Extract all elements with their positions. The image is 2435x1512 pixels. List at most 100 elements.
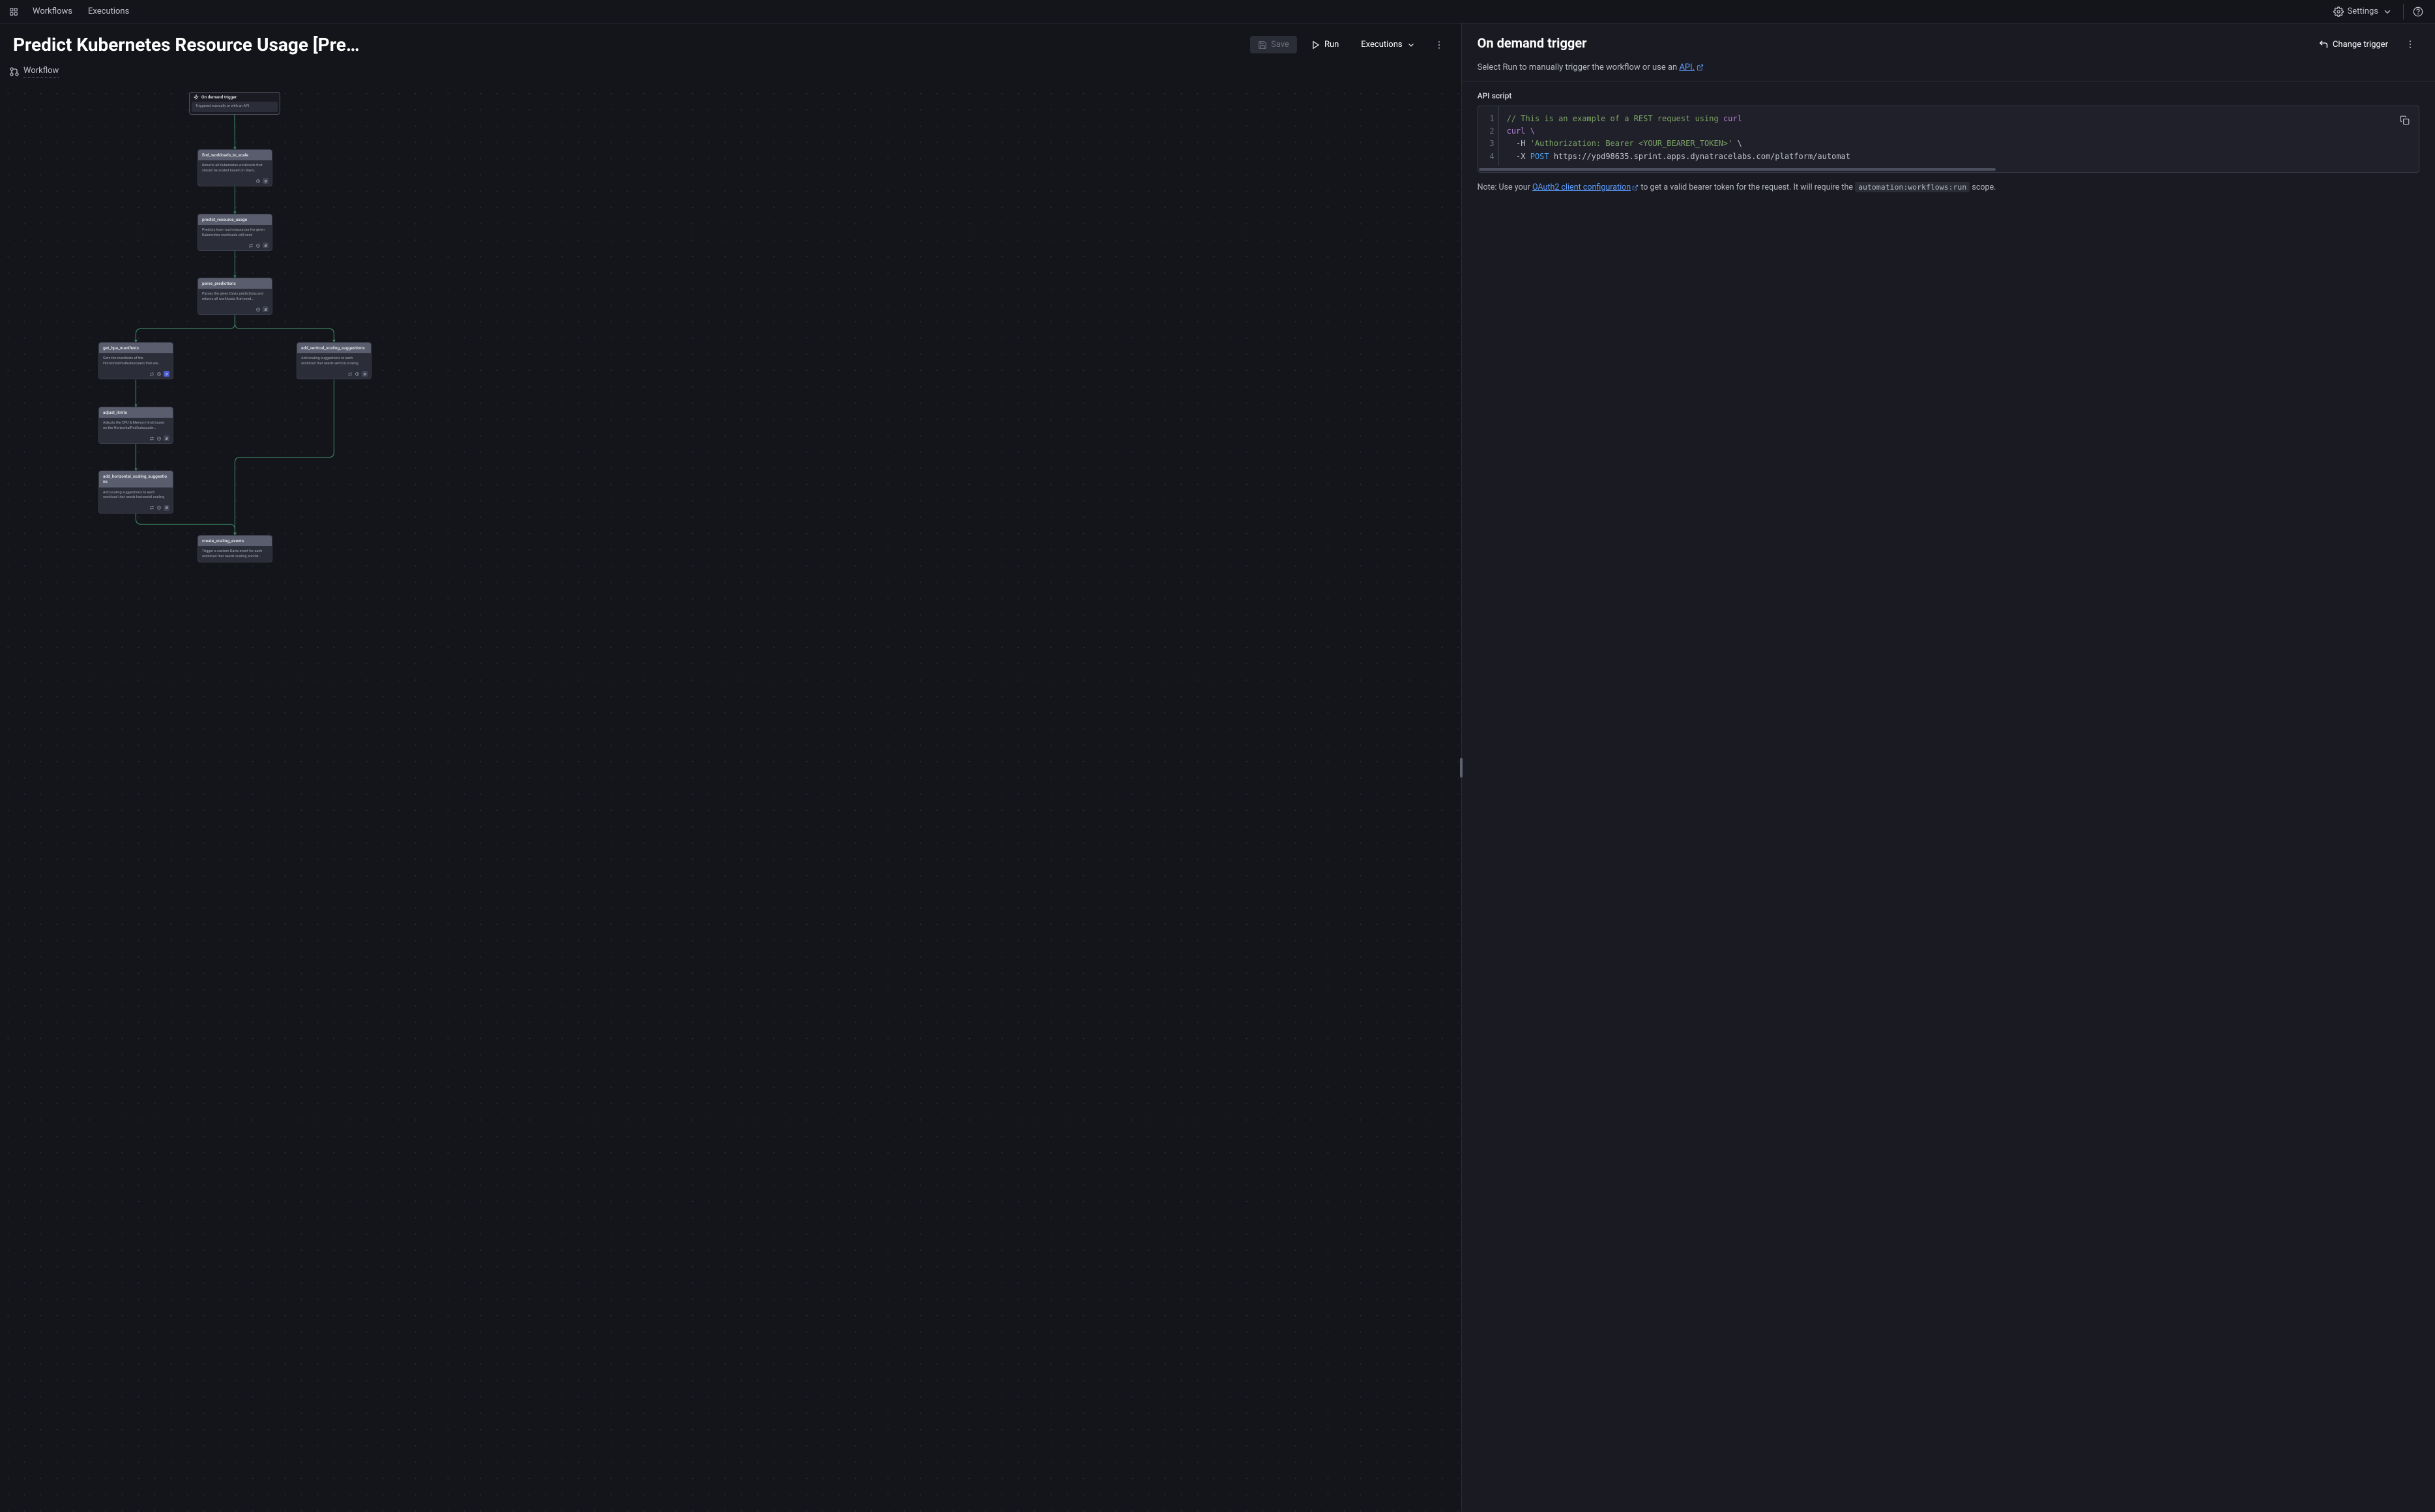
- topbar: Workflows Executions Settings: [0, 0, 2435, 23]
- api-link[interactable]: API.: [1679, 63, 1704, 72]
- code-body[interactable]: // This is an example of a REST request …: [1478, 106, 2419, 167]
- clock-icon: [255, 307, 261, 312]
- loop-icon: [149, 436, 154, 441]
- workflow-title: Predict Kubernetes Resource Usage [Predi…: [13, 34, 365, 55]
- clock-icon: [156, 436, 162, 441]
- type-badge-icon: [263, 178, 269, 184]
- help-button[interactable]: [2409, 3, 2427, 21]
- workflow-node-create[interactable]: create_scaling_eventsTrigger a custom Da…: [197, 535, 272, 562]
- panel-description: Select Run to manually trigger the workf…: [1462, 63, 2435, 82]
- loop-icon: [347, 371, 353, 377]
- loop-icon: [149, 505, 154, 510]
- clock-icon: [255, 179, 261, 184]
- workflow-node-add_vert[interactable]: add_vertical_scaling_suggestionsAdd scal…: [297, 342, 372, 379]
- clock-icon: [255, 243, 261, 248]
- save-label: Save: [1271, 40, 1289, 50]
- node-footer: [297, 369, 371, 379]
- panel-actions: Change trigger: [2312, 35, 2419, 53]
- node-description: Gets the manifests of the HorizontalPodA…: [99, 353, 173, 369]
- code-text: https://ypd98635.sprint.apps.dynatracela…: [1549, 152, 1850, 161]
- note-text: Note: Use your: [1478, 182, 1532, 192]
- chevron-down-icon: [1407, 40, 1416, 50]
- panel-more-button[interactable]: [2401, 35, 2419, 53]
- node-description: Parses the given Davis predictions and r…: [198, 289, 272, 304]
- node-description: Triggered manually or with an API: [192, 102, 278, 111]
- left-pane: Predict Kubernetes Resource Usage [Predi…: [0, 23, 1461, 1512]
- run-button[interactable]: Run: [1304, 36, 1347, 53]
- code-text: POST: [1530, 152, 1549, 161]
- code-text: curl: [1723, 114, 1742, 123]
- executions-dropdown[interactable]: Executions: [1353, 36, 1423, 53]
- settings-label: Settings: [2348, 7, 2378, 16]
- node-title: On demand trigger: [190, 93, 280, 102]
- undo-icon: [2318, 39, 2329, 50]
- node-title: add_horizontal_scaling_suggestions: [99, 471, 173, 487]
- node-title: predict_resource_usage: [198, 214, 272, 225]
- tab-workflows[interactable]: Workflows: [26, 4, 79, 19]
- save-button[interactable]: Save: [1250, 36, 1297, 53]
- workflow-canvas[interactable]: On demand triggerTriggered manually or w…: [0, 85, 1461, 1512]
- type-badge-icon: [164, 371, 169, 377]
- node-description: Add scaling suggestions to each workload…: [297, 353, 371, 369]
- node-title: find_workloads_to_scale: [198, 150, 272, 160]
- node-title: create_scaling_events: [198, 536, 272, 546]
- type-badge-icon: [164, 505, 169, 511]
- chevron-down-icon: [2382, 7, 2393, 17]
- node-footer: [198, 240, 272, 250]
- type-badge-icon: [263, 242, 269, 248]
- workflow-subtab[interactable]: Workflow: [0, 61, 1461, 85]
- resize-handle[interactable]: [1460, 758, 1463, 778]
- lightning-icon: [194, 94, 199, 100]
- panel-desc-text: Select Run to manually trigger the workf…: [1478, 63, 1680, 72]
- workflow-actions: Save Run Executions: [1250, 36, 1448, 54]
- workflow-node-parse[interactable]: parse_predictionsParses the given Davis …: [197, 278, 272, 315]
- workflow-node-add_horz[interactable]: add_horizontal_scaling_suggestionsAdd sc…: [98, 471, 173, 514]
- workflow-node-adjust[interactable]: adjust_limitsAdjusts the CPU & Memory li…: [98, 407, 173, 444]
- loop-icon: [149, 371, 154, 377]
- external-link-icon: [1697, 64, 1704, 71]
- node-footer: [99, 433, 173, 443]
- code-text: // This is an example of a REST request …: [1507, 114, 1723, 123]
- play-icon: [1311, 40, 1320, 50]
- clock-icon: [156, 371, 162, 377]
- more-button[interactable]: [1430, 36, 1448, 54]
- code-text: -X: [1507, 152, 1530, 161]
- workflow-node-get_hpa[interactable]: get_hpa_manifestsGets the manifests of t…: [98, 342, 173, 379]
- workflow-node-trigger[interactable]: On demand triggerTriggered manually or w…: [189, 92, 280, 115]
- executions-label: Executions: [1361, 40, 1402, 50]
- panel-note: Note: Use your OAuth2 client configurati…: [1462, 173, 2435, 203]
- node-footer: [198, 176, 272, 186]
- code-scrollbar-thumb[interactable]: [1479, 168, 1996, 171]
- code-text: curl \: [1507, 126, 1535, 136]
- app-launcher-icon[interactable]: [8, 6, 20, 18]
- panel-title: On demand trigger: [1478, 35, 1587, 51]
- node-title: add_vertical_scaling_suggestions: [297, 343, 371, 353]
- clock-icon: [355, 371, 360, 377]
- node-title: get_hpa_manifests: [99, 343, 173, 353]
- code-block: 1 2 3 4 // This is an example of a REST …: [1478, 106, 2419, 173]
- node-title: adjust_limits: [99, 407, 173, 418]
- tab-executions[interactable]: Executions: [81, 4, 136, 19]
- clock-icon: [156, 505, 162, 510]
- kebab-icon: [1434, 40, 1444, 50]
- oauth-link[interactable]: OAuth2 client configuration: [1532, 182, 1639, 194]
- node-description: Predicts how much resources the given Ku…: [198, 225, 272, 240]
- workflow-header: Predict Kubernetes Resource Usage [Predi…: [0, 23, 1461, 61]
- kebab-icon: [2405, 39, 2415, 50]
- node-description: Add scaling suggestions to each workload…: [99, 487, 173, 503]
- help-icon: [2413, 7, 2423, 17]
- workflow-node-find[interactable]: find_workloads_to_scaleReturns all Kuber…: [197, 149, 272, 186]
- code-scrollbar[interactable]: [1478, 168, 2419, 172]
- panel-header: On demand trigger Change trigger: [1462, 23, 2435, 63]
- settings-button[interactable]: Settings: [2328, 4, 2398, 20]
- workflow-node-predict[interactable]: predict_resource_usagePredicts how much …: [197, 214, 272, 251]
- api-script-label: API script: [1462, 82, 2435, 106]
- code-text: 'Authorization: Bearer <YOUR_BEARER_TOKE…: [1530, 139, 1733, 148]
- type-badge-icon: [164, 435, 169, 441]
- change-trigger-button[interactable]: Change trigger: [2312, 35, 2395, 53]
- note-text: scope.: [1970, 182, 1996, 192]
- type-badge-icon: [362, 371, 368, 377]
- loop-icon: [248, 243, 254, 248]
- external-link-icon: [1632, 184, 1639, 191]
- oauth-link-text: OAuth2 client configuration: [1532, 182, 1631, 194]
